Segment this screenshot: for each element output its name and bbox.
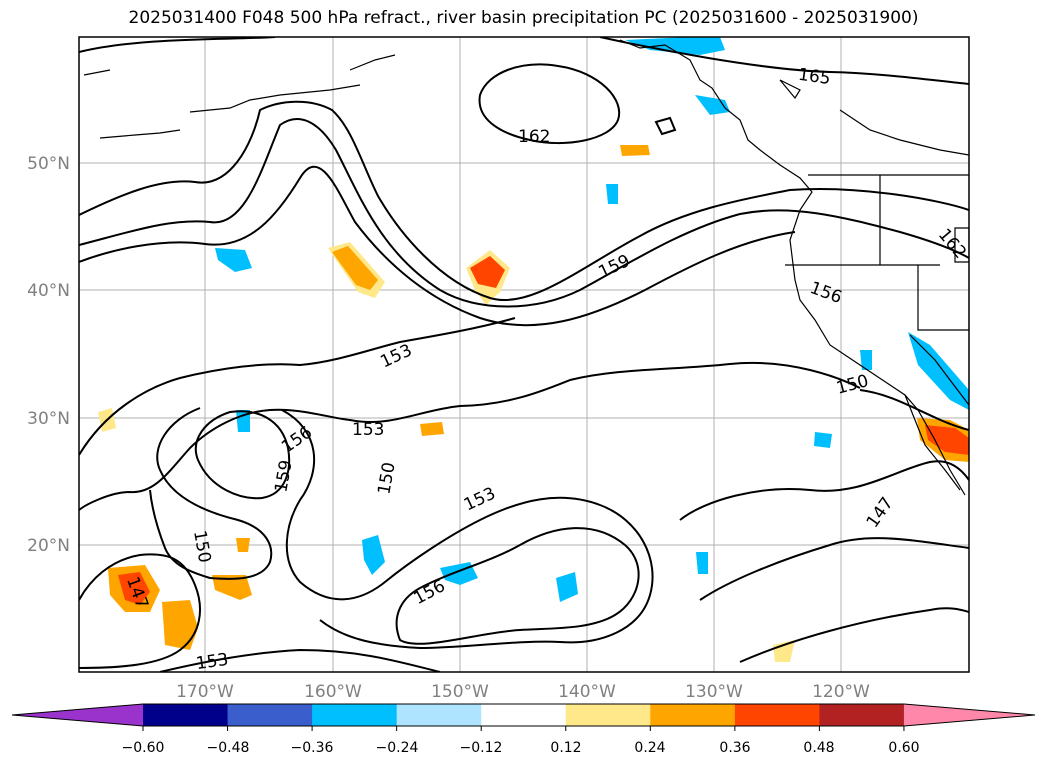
colorbar-segment [143, 704, 229, 726]
colorbar-segment [650, 704, 736, 726]
colorbar-tick-label: 0.12 [550, 740, 581, 756]
lon-label: 140°W [558, 682, 616, 702]
colorbar-tick-label: −0.48 [207, 740, 250, 756]
colorbar [11, 703, 1036, 731]
precip-shading [98, 37, 969, 662]
colorbar-extend-low [12, 704, 143, 726]
contour-label: 162 [518, 127, 550, 147]
map-border [78, 36, 970, 673]
colorbar-segment [565, 704, 651, 726]
contour-label: 153 [195, 650, 230, 674]
colorbar-segment [227, 704, 313, 726]
map-title: 2025031400 F048 500 hPa refract., river … [128, 8, 919, 28]
colorbar-tick-label: −0.12 [460, 740, 503, 756]
colorbar-segment [819, 704, 905, 726]
colorbar-segment [481, 704, 567, 726]
lon-label: 160°W [304, 682, 362, 702]
gridlines [79, 37, 969, 672]
contour-label: 153 [352, 420, 384, 440]
colorbar-tick-label: 0.36 [719, 740, 750, 756]
colorbar-tick-label: −0.60 [122, 740, 165, 756]
lat-label: 20°N [27, 536, 70, 556]
colorbar-tick-label: 0.24 [634, 740, 665, 756]
lon-label: 120°W [812, 682, 870, 702]
map-panel [79, 37, 969, 672]
colorbar-tick-label: 0.60 [888, 740, 919, 756]
latitude-labels: 50°N 40°N 30°N 20°N [27, 154, 70, 556]
colorbar-segment [734, 704, 820, 726]
colorbar-tick-label: −0.36 [291, 740, 334, 756]
colorbar-tick-label: −0.24 [376, 740, 419, 756]
lat-label: 30°N [27, 409, 70, 429]
lon-label: 150°W [431, 682, 489, 702]
refractivity-contours [79, 37, 969, 672]
lat-label: 40°N [27, 281, 70, 301]
lon-label: 170°W [176, 682, 234, 702]
colorbar-segment [312, 704, 398, 726]
colorbar-tick-label: 0.48 [803, 740, 834, 756]
lon-label: 130°W [685, 682, 743, 702]
colorbar-labels: −0.60 −0.48 −0.36 −0.24 −0.12 0.12 0.24 … [122, 740, 920, 756]
lat-label: 50°N [27, 154, 70, 174]
longitude-labels: 170°W 160°W 150°W 140°W 130°W 120°W [176, 682, 870, 702]
colorbar-segment [396, 704, 482, 726]
colorbar-extend-high [903, 704, 1035, 726]
contour-label: 165 [797, 65, 832, 89]
